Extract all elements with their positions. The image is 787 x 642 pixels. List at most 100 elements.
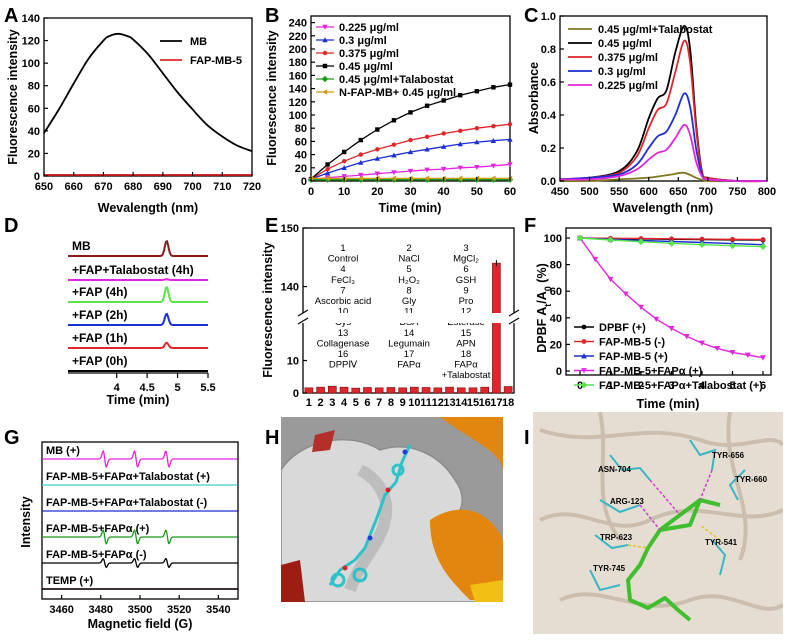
panel-h-red-strand — [281, 560, 305, 602]
panel-e-table-cell-11-1: FAPα — [397, 360, 421, 371]
panel-f-ytick-label-2: 40 — [550, 313, 562, 325]
panel-e-ytick-high-label-1: 150 — [281, 223, 299, 235]
panel-b-point-0-6 — [407, 168, 414, 174]
panel-h-yellow-strand — [470, 580, 503, 602]
panel-a-ytick-label-7: 140 — [22, 13, 40, 25]
panel-e-bar-12 — [445, 386, 454, 394]
panel-b-point-1-4 — [374, 155, 381, 161]
panel-c-xtick-label-6: 750 — [728, 186, 746, 198]
panel-f-xtick-label-1: 1 — [607, 380, 613, 392]
panel-b-ytick-label-9: 180 — [289, 57, 307, 69]
panel-e-break-mark-left-1 — [297, 309, 309, 317]
panel-e-ytick-low-label-1: 10 — [287, 356, 299, 368]
panel-i-residue-label-1: TYR-656 — [712, 451, 745, 460]
panel-g-xlabel: Magnetic field (G) — [88, 617, 193, 631]
panel-b-legend-label-1: 0.3 μg/ml — [339, 35, 387, 47]
panel-c-ytick-label-0: 0.0 — [541, 176, 556, 188]
panel-b-xtick-label-4: 40 — [438, 186, 450, 198]
panel-f-point-4-3 — [668, 239, 675, 247]
panel-e-bar-2 — [328, 385, 337, 394]
panel-e-table-cell-2-2: 6 — [463, 264, 468, 275]
panel-b-point-5-5 — [391, 175, 397, 182]
panel-a-xtick-label-6: 710 — [213, 181, 231, 193]
panel-f-legend-label-0: DPBF (+) — [599, 322, 646, 334]
panel-e-break-mark-left-2 — [297, 317, 309, 325]
panel-g-trace-label-2: FAP-MB-5+FAPα+Talabostat (-) — [46, 497, 208, 509]
panel-b-point-0-9 — [457, 165, 463, 171]
panel-e-table-cell-3-2: GSH — [456, 275, 477, 286]
panel-e-table-cell-11-2: FAPα — [454, 360, 478, 371]
panel-e-ytick-high-label-0: 140 — [281, 282, 299, 294]
panel-f-legend-marker-2 — [581, 353, 587, 359]
panel-f-legend-marker-0 — [581, 324, 587, 330]
panel-b-ytick-label-10: 200 — [289, 44, 307, 56]
panel-b-legend-label-0: 0.225 μg/ml — [339, 22, 399, 34]
panel-a-xtick-label-1: 660 — [65, 181, 83, 193]
panel-b-point-2-3 — [358, 152, 363, 157]
panel-b-ytick-label-6: 120 — [289, 97, 307, 109]
panel-a-legend-label-0: MB — [190, 36, 207, 48]
panel-e-xtick-label-13: 14 — [455, 397, 468, 409]
panel-e-table-cell-8-1: 14 — [404, 328, 415, 339]
panel-letter-h: H — [265, 427, 279, 449]
panel-d-xtick-label-3: 5.5 — [200, 382, 215, 394]
panel-g-trace-label-1: FAP-MB-5+FAPα+Talabostat (+) — [46, 471, 210, 483]
panel-c-series-line-0 — [559, 171, 767, 183]
panel-h-docking-surface — [281, 417, 503, 602]
panel-e-table-cell-0-1: 2 — [406, 243, 411, 254]
panel-e-bar-5 — [363, 387, 372, 394]
panel-e-bar-0 — [304, 387, 314, 394]
panel-e-xtick-label-16: 17 — [490, 397, 502, 409]
panel-b-point-2-8 — [441, 131, 446, 136]
panel-f-xtick-label-4: 4 — [699, 380, 706, 392]
panel-e-bar-15 — [480, 386, 489, 394]
panel-f-point-3-10 — [729, 349, 736, 356]
panel-b-point-2-6 — [408, 137, 413, 143]
panel-f-point-3-5 — [653, 316, 660, 323]
panel-d-xtick-label-0: 4 — [114, 382, 121, 394]
panel-f-point-1-4 — [699, 236, 705, 242]
panel-f-xtick-label-6: 6 — [760, 380, 766, 392]
panel-c-frame — [559, 15, 768, 182]
panel-a-ylabel: Fluorescence intensity — [6, 29, 20, 165]
panel-e-table-cell-9-0: Collagenase — [317, 338, 370, 349]
panel-e-ylabel: Fluorescence intensity — [261, 242, 275, 378]
panel-f-point-3-4 — [638, 304, 644, 311]
panel-d-trace-label-3: +FAP (2h) — [72, 308, 127, 322]
panel-b-point-1-7 — [424, 146, 430, 152]
panel-e-table-cell-4-1: 8 — [406, 285, 411, 296]
panel-d-trace-line-2 — [68, 285, 208, 303]
panel-e-xtick-label-7: 8 — [388, 397, 394, 409]
panel-g-trace-line-4 — [42, 557, 238, 569]
panel-b-ytick-label-0: 0 — [301, 176, 307, 188]
panel-b-point-0-10 — [474, 164, 480, 170]
panel-b-legend-marker-1 — [322, 37, 328, 43]
panel-f-ylabel-main: DPBF A — [535, 307, 549, 353]
panel-c-ytick-label-1: 0.2 — [541, 143, 556, 155]
panel-b-point-2-12 — [507, 122, 513, 127]
panel-b-point-2-2 — [341, 159, 347, 164]
panel-b-point-5-3 — [358, 175, 363, 182]
panel-f-frame — [565, 227, 772, 376]
panel-b-point-0-3 — [358, 172, 364, 178]
panel-e-xtick-label-9: 10 — [408, 397, 420, 409]
panel-g-trace-label-3: FAP-MB-5+FAPα (+) — [46, 523, 150, 535]
panel-i-residue-label-2: TYR-660 — [735, 475, 768, 484]
panel-g-trace-line-3 — [42, 529, 238, 545]
panel-b-point-0-5 — [391, 170, 397, 176]
panel-e-xtick-label-3: 4 — [341, 397, 348, 409]
panel-a-xtick-label-0: 650 — [35, 181, 53, 193]
panel-f-chart: 0 1 2 3 4 5 6 0 20 40 60 80 100 Time (min) DPBF At/… — [535, 227, 772, 411]
panel-a-xtick-label-3: 680 — [124, 181, 142, 193]
panel-d-xtick-label-2: 5 — [175, 382, 181, 394]
panel-b-point-0-12 — [507, 162, 513, 168]
panel-e-bar-6 — [374, 387, 384, 394]
panel-f-legend-marker-3 — [581, 368, 587, 374]
panel-b-point-3-9 — [458, 93, 463, 98]
panel-c-legend-label-2: 0.375 μg/ml — [598, 52, 658, 64]
panel-e-table-cell-1-1: NaCl — [398, 254, 419, 265]
panel-b-legend-marker-3 — [322, 63, 328, 69]
panel-g-xtick-label-1: 3480 — [89, 604, 113, 616]
panel-e-table-cell-5-2: Pro — [459, 296, 474, 307]
panel-f-point-3-9 — [714, 345, 721, 352]
